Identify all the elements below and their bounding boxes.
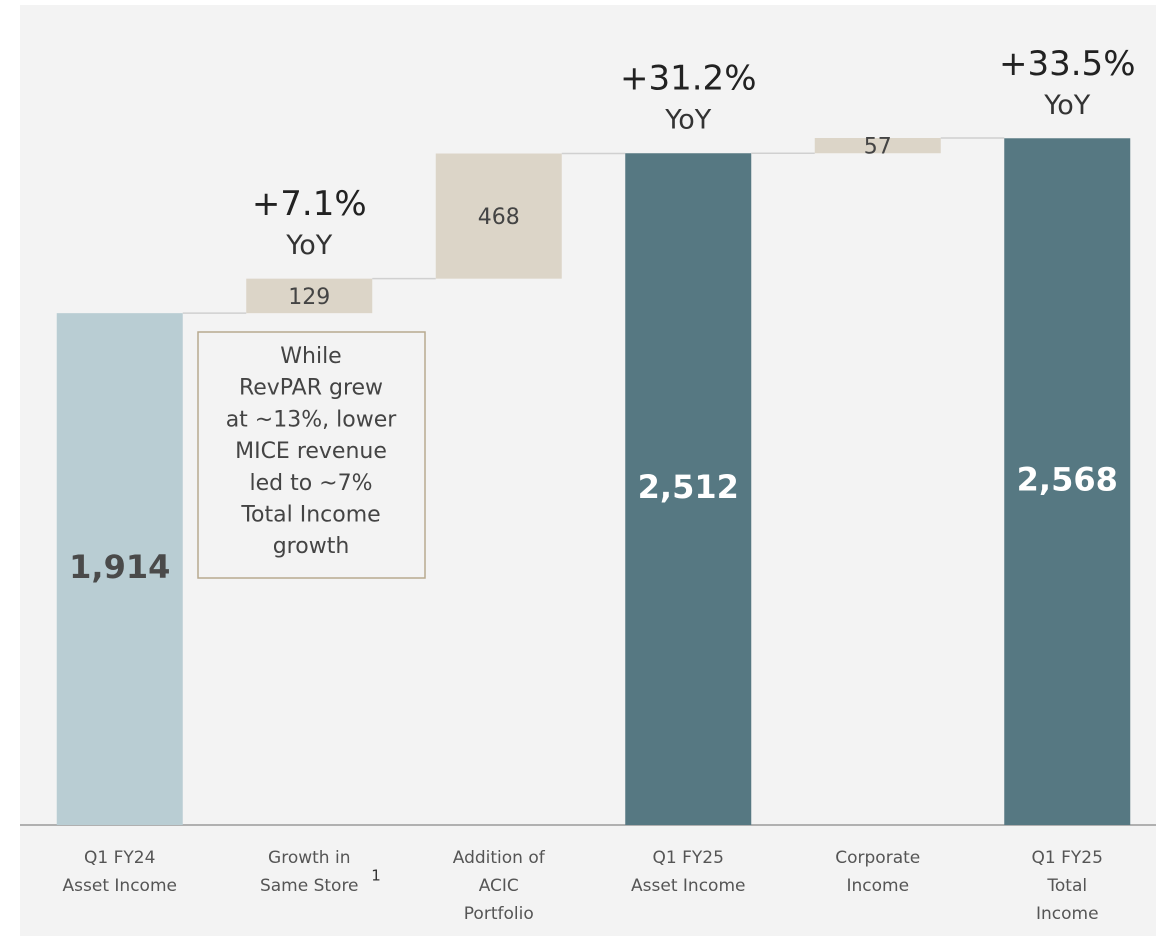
note-line: at ~13%, lower: [226, 407, 398, 432]
x-tick-label: Growth in Same Store: [260, 848, 359, 896]
value-label: 468: [478, 205, 520, 230]
annotation-yoy: YoY: [1043, 90, 1090, 121]
chart-background: [20, 5, 1156, 936]
x-tick-label: Q1 FY24 Asset Income: [63, 848, 177, 896]
x-tick-label: Q1 FY25 Total Income: [1032, 848, 1103, 924]
annotation-yoy: YoY: [664, 105, 711, 136]
bar: [1004, 138, 1131, 825]
note-line: growth: [273, 534, 350, 559]
x-tick-label: Addition of ACIC Portfolio: [453, 848, 546, 924]
bar: [625, 153, 752, 825]
x-tick-label: Corporate Income: [835, 848, 920, 896]
bar: [814, 138, 941, 154]
annotation-percent: +33.5%: [999, 44, 1136, 84]
annotation-yoy: YoY: [285, 230, 332, 261]
bar: [246, 278, 373, 314]
note-line: RevPAR grew: [239, 376, 383, 401]
value-label: 57: [864, 135, 892, 160]
annotation-percent: +31.2%: [620, 59, 757, 99]
value-label: 2,568: [1017, 461, 1118, 499]
note-line: While: [280, 344, 341, 369]
x-tick-label: Q1 FY25 Asset Income: [631, 848, 745, 896]
note-line: led to ~7%: [249, 471, 372, 496]
footnote-marker: 1: [371, 867, 381, 885]
note-box: [197, 331, 426, 579]
note-line: Total Income: [240, 503, 380, 528]
value-label: 1,914: [69, 548, 170, 586]
bar: [435, 153, 562, 279]
bar: [56, 313, 183, 825]
value-label: 2,512: [638, 468, 739, 506]
value-label: 129: [288, 285, 330, 310]
annotation-percent: +7.1%: [252, 184, 367, 224]
note-line: MICE revenue: [235, 439, 387, 464]
